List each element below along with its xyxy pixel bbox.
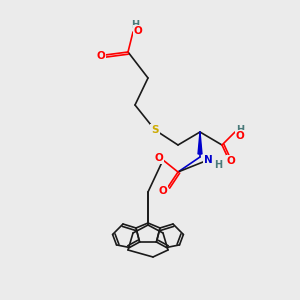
Text: O: O <box>159 186 167 196</box>
Text: H: H <box>236 125 244 135</box>
Polygon shape <box>198 132 202 154</box>
Text: H: H <box>214 160 222 170</box>
Text: O: O <box>97 51 105 61</box>
Text: O: O <box>236 131 244 141</box>
Text: O: O <box>134 26 142 36</box>
Text: O: O <box>154 153 164 163</box>
Text: S: S <box>151 125 159 135</box>
Text: O: O <box>226 156 236 166</box>
Text: H: H <box>131 20 139 30</box>
Text: N: N <box>204 155 212 165</box>
